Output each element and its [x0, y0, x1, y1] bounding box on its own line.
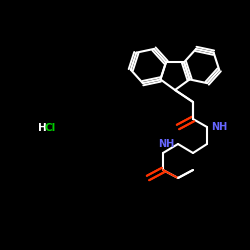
Text: NH: NH [158, 139, 174, 149]
Text: H: H [38, 123, 46, 133]
Text: Cl: Cl [44, 123, 56, 133]
Text: NH: NH [211, 122, 227, 132]
